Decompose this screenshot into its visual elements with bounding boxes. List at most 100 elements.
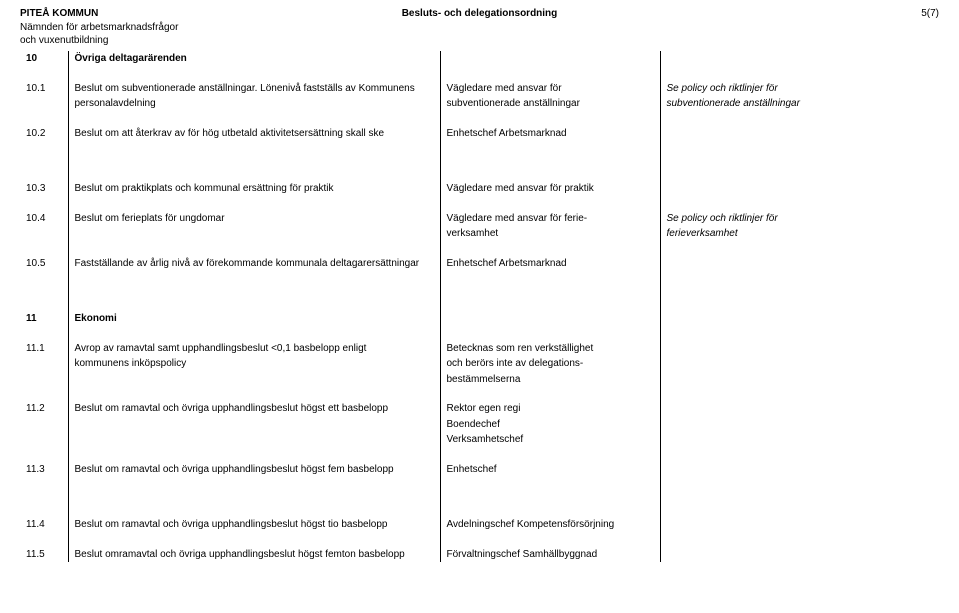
- row-num: 10.3: [20, 181, 68, 197]
- cell: [660, 341, 939, 357]
- cell: [20, 372, 68, 388]
- section-title: Övriga deltagarärenden: [68, 51, 440, 67]
- page: PITEÅ KOMMUN Besluts- och delegationsord…: [0, 0, 959, 613]
- cell: [20, 96, 68, 112]
- section-num: 10: [20, 51, 68, 67]
- spacer-row: [20, 242, 939, 256]
- row-desc: personalavdelning: [68, 96, 440, 112]
- row-resp: Enhetschef Arbetsmarknad: [440, 126, 660, 142]
- row-resp: Enhetschef Arbetsmarknad: [440, 256, 660, 272]
- committee-name: Nämnden för arbetsmarknadsfrågor och vux…: [20, 21, 939, 47]
- row-desc: Beslut omramavtal och övriga upphandling…: [68, 547, 440, 563]
- row-num: 11.1: [20, 341, 68, 357]
- cell: [68, 372, 440, 388]
- doc-title: Besluts- och delegationsordning: [402, 8, 558, 19]
- row-num: 11.5: [20, 547, 68, 563]
- row-desc: Beslut om ramavtal och övriga upphandlin…: [68, 462, 440, 478]
- cell: [440, 51, 660, 67]
- spacer-row: [20, 477, 939, 503]
- section-title: Ekonomi: [68, 311, 440, 327]
- table-row: 11.4 Beslut om ramavtal och övriga uppha…: [20, 517, 939, 533]
- table-row: 11.2 Beslut om ramavtal och övriga uppha…: [20, 401, 939, 417]
- row-resp: verksamhet: [440, 226, 660, 242]
- cell: [20, 356, 68, 372]
- cell: [20, 432, 68, 448]
- row-resp: Vägledare med ansvar för: [440, 81, 660, 97]
- table-row: 11.5 Beslut omramavtal och övriga upphan…: [20, 547, 939, 563]
- row-note: subventionerade anställningar: [660, 96, 939, 112]
- row-desc: Fastställande av årlig nivå av förekomma…: [68, 256, 440, 272]
- cell: [660, 401, 939, 417]
- row-resp: Verksamhetschef: [440, 432, 660, 448]
- row-resp: Betecknas som ren verkställighet: [440, 341, 660, 357]
- spacer-row: [20, 503, 939, 517]
- table-row: personalavdelning subventionerade anstäl…: [20, 96, 939, 112]
- section-row: 10 Övriga deltagarärenden: [20, 51, 939, 67]
- row-desc: Beslut om att återkrav av för hög utbeta…: [68, 126, 440, 142]
- row-resp: Enhetschef: [440, 462, 660, 478]
- row-resp: bestämmelserna: [440, 372, 660, 388]
- row-desc: Beslut om praktikplats och kommunal ersä…: [68, 181, 440, 197]
- row-desc: Beslut om ramavtal och övriga upphandlin…: [68, 401, 440, 417]
- cell: [20, 417, 68, 433]
- cell: [68, 226, 440, 242]
- cell: [20, 226, 68, 242]
- row-desc: Beslut om ferieplats för ungdomar: [68, 211, 440, 227]
- spacer-row: [20, 167, 939, 181]
- table-row: 10.4 Beslut om ferieplats för ungdomar V…: [20, 211, 939, 227]
- spacer-row: [20, 112, 939, 126]
- header: PITEÅ KOMMUN Besluts- och delegationsord…: [20, 8, 939, 19]
- table-row: bestämmelserna: [20, 372, 939, 388]
- spacer-row: [20, 387, 939, 401]
- row-num: 11.3: [20, 462, 68, 478]
- table-row: 10.3 Beslut om praktikplats och kommunal…: [20, 181, 939, 197]
- org-name: PITEÅ KOMMUN: [20, 8, 98, 19]
- cell: [660, 432, 939, 448]
- row-num: 10.1: [20, 81, 68, 97]
- table-row: 10.1 Beslut om subventionerade anställni…: [20, 81, 939, 97]
- cell: [660, 311, 939, 327]
- row-desc: Beslut om subventionerade anställningar.…: [68, 81, 440, 97]
- row-num: 10.5: [20, 256, 68, 272]
- cell: [660, 547, 939, 563]
- section-num: 11: [20, 311, 68, 327]
- table-row: kommunens inköpspolicy och berörs inte a…: [20, 356, 939, 372]
- row-desc: Beslut om ramavtal och övriga upphandlin…: [68, 517, 440, 533]
- row-num: 11.4: [20, 517, 68, 533]
- note-text: Se policy och riktlinjer för: [667, 83, 778, 94]
- row-num: 10.2: [20, 126, 68, 142]
- spacer-row: [20, 67, 939, 81]
- row-resp: Rektor egen regi: [440, 401, 660, 417]
- table-row: Boendechef: [20, 417, 939, 433]
- row-note: ferieverksamhet: [660, 226, 939, 242]
- row-num: 11.2: [20, 401, 68, 417]
- spacer-row: [20, 327, 939, 341]
- row-desc: Avrop av ramavtal samt upphandlingsbeslu…: [68, 341, 440, 357]
- row-note: Se policy och riktlinjer för: [660, 211, 939, 227]
- cell: [660, 51, 939, 67]
- spacer-row: [20, 448, 939, 462]
- row-resp: Avdelningschef Kompetensförsörjning: [440, 517, 660, 533]
- spacer-row: [20, 297, 939, 311]
- table-row: 11.1 Avrop av ramavtal samt upphandlings…: [20, 341, 939, 357]
- committee-line1: Nämnden för arbetsmarknadsfrågor: [20, 22, 178, 33]
- committee-line2: och vuxenutbildning: [20, 35, 108, 46]
- cell: [68, 417, 440, 433]
- spacer-row: [20, 271, 939, 297]
- row-resp: Boendechef: [440, 417, 660, 433]
- row-resp: Vägledare med ansvar för praktik: [440, 181, 660, 197]
- table-row: 10.2 Beslut om att återkrav av för hög u…: [20, 126, 939, 142]
- cell: [68, 432, 440, 448]
- cell: [660, 356, 939, 372]
- table-row: 11.3 Beslut om ramavtal och övriga uppha…: [20, 462, 939, 478]
- note-text: subventionerade anställningar: [667, 98, 800, 109]
- note-text: ferieverksamhet: [667, 228, 738, 239]
- table-row: Verksamhetschef: [20, 432, 939, 448]
- row-resp: Förvaltningschef Samhällbyggnad: [440, 547, 660, 563]
- spacer-row: [20, 197, 939, 211]
- cell: [660, 256, 939, 272]
- section-row: 11 Ekonomi: [20, 311, 939, 327]
- page-number: 5(7): [921, 8, 939, 19]
- cell: [440, 311, 660, 327]
- row-resp: Vägledare med ansvar för ferie-: [440, 211, 660, 227]
